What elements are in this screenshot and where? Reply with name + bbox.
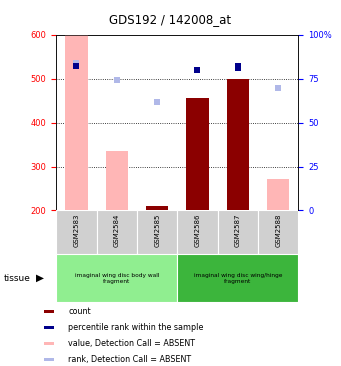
- Bar: [44, 310, 54, 313]
- Text: count: count: [68, 307, 91, 316]
- Bar: [44, 358, 54, 361]
- Bar: [187, 98, 209, 210]
- Text: tissue: tissue: [3, 274, 30, 283]
- Text: rank, Detection Call = ABSENT: rank, Detection Call = ABSENT: [68, 355, 191, 364]
- Bar: [258, 210, 298, 254]
- Text: imaginal wing disc wing/hinge
fragment: imaginal wing disc wing/hinge fragment: [194, 273, 282, 284]
- Bar: [65, 35, 88, 210]
- Text: GSM2588: GSM2588: [275, 213, 281, 247]
- Bar: [218, 210, 258, 254]
- Bar: [56, 210, 97, 254]
- Text: value, Detection Call = ABSENT: value, Detection Call = ABSENT: [68, 339, 195, 348]
- Text: GSM2583: GSM2583: [73, 213, 79, 247]
- Text: GSM2584: GSM2584: [114, 213, 120, 247]
- Bar: [97, 210, 137, 254]
- Text: GSM2587: GSM2587: [235, 213, 241, 247]
- Bar: [44, 326, 54, 329]
- Text: ▶: ▶: [36, 273, 44, 283]
- Bar: [137, 210, 177, 254]
- Bar: [56, 254, 177, 302]
- Bar: [177, 254, 298, 302]
- Bar: [227, 79, 249, 210]
- Text: GDS192 / 142008_at: GDS192 / 142008_at: [109, 13, 232, 26]
- Bar: [44, 342, 54, 346]
- Text: percentile rank within the sample: percentile rank within the sample: [68, 323, 204, 332]
- Bar: [177, 210, 218, 254]
- Text: GSM2586: GSM2586: [194, 213, 201, 247]
- Text: GSM2585: GSM2585: [154, 213, 160, 247]
- Bar: [267, 179, 289, 210]
- Text: imaginal wing disc body wall
fragment: imaginal wing disc body wall fragment: [75, 273, 159, 284]
- Bar: [106, 151, 128, 210]
- Bar: [146, 206, 168, 210]
